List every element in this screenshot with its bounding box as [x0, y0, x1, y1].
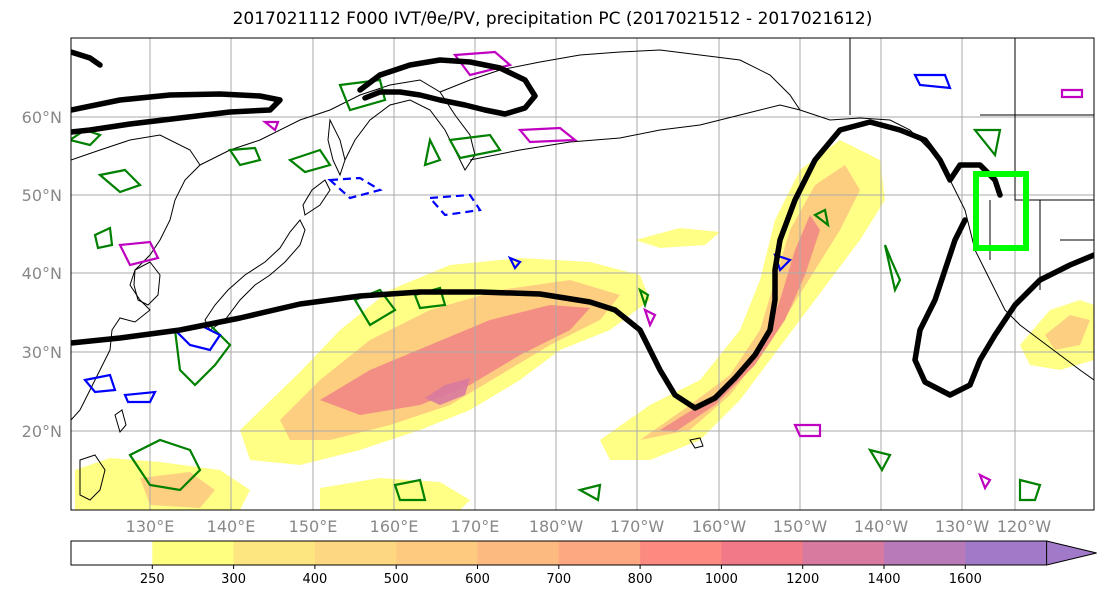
lon-label-140e: 140°E — [207, 517, 256, 536]
colorbar-swatch — [71, 541, 153, 565]
colorbar-level-label: 1600 — [949, 572, 982, 587]
colorbar-swatch — [802, 541, 885, 565]
map-title: 2017021112 F000 IVT/θe/PV, precipitation… — [232, 9, 873, 29]
colorbar-level-label: 800 — [628, 572, 653, 587]
ivt-shade-high — [320, 305, 590, 415]
lon-label-160e: 160°E — [370, 517, 419, 536]
colorbar-extend-arrow — [1046, 540, 1097, 566]
colorbar-level-label: 1000 — [705, 572, 738, 587]
colorbar-swatch — [314, 541, 397, 565]
lon-label-130e: 130°E — [126, 517, 175, 536]
colorbar-level-label: 300 — [221, 572, 246, 587]
ivt-shade-peak — [425, 378, 470, 405]
colorbar-swatch — [477, 541, 560, 565]
region-box — [973, 171, 1029, 251]
colorbar-level-label: 1200 — [786, 572, 819, 587]
colorbar-swatch — [721, 541, 804, 565]
colorbar-level-label: 1400 — [867, 572, 900, 587]
lon-label-170w: 170°W — [610, 517, 665, 536]
ivt-shade-ne — [635, 228, 720, 248]
colorbar-swatch — [640, 541, 722, 565]
ivt-shade-south — [320, 478, 470, 510]
theta-e-contours — [71, 49, 1094, 411]
colorbar-swatch — [965, 541, 1048, 565]
lat-label-20: 20°N — [22, 422, 62, 441]
colorbar-level-label: 500 — [384, 572, 409, 587]
graticule — [71, 38, 1094, 510]
lat-labels: 60°N 50°N 40°N 30°N 20°N — [22, 108, 62, 441]
colorbar-swatch — [233, 541, 316, 565]
colorbar-level-label: 600 — [465, 572, 490, 587]
map-frame — [70, 37, 1095, 511]
colorbar-swatch — [152, 541, 235, 565]
lon-label-180w: 180°W — [529, 517, 584, 536]
lat-label-30: 30°N — [22, 343, 62, 362]
colorbar-swatch — [884, 541, 966, 565]
lon-label-150e: 150°E — [289, 517, 338, 536]
lat-label-60: 60°N — [22, 108, 62, 127]
colorbar-level-label: 250 — [140, 572, 165, 587]
lon-label-140w: 140°W — [854, 517, 909, 536]
colorbar: 250 300 400 500 600 700 800 1000 1200 1400 1600 — [70, 540, 1097, 587]
lon-label-120w: 120°W — [997, 517, 1052, 536]
pv-contours-magenta — [118, 50, 1084, 491]
ivt-fill-layer — [75, 140, 1094, 510]
lon-label-150w: 150°W — [773, 517, 828, 536]
ivt-shade-east-high — [660, 215, 820, 432]
lon-label-130w: 130°W — [935, 517, 990, 536]
colorbar-swatch — [558, 541, 641, 565]
colorbar-swatch — [396, 541, 478, 565]
lon-labels: 130°E 140°E 150°E 160°E 170°E 180°W 170°… — [126, 517, 1052, 536]
lat-label-50: 50°N — [22, 186, 62, 205]
lat-label-40: 40°N — [22, 264, 62, 283]
lon-label-170e: 170°E — [451, 517, 500, 536]
ivt-shade-ca2 — [1045, 315, 1090, 350]
colorbar-level-label: 400 — [302, 572, 327, 587]
coastlines — [71, 38, 1094, 501]
colorbar-level-label: 700 — [546, 572, 571, 587]
lon-label-160w: 160°W — [692, 517, 747, 536]
